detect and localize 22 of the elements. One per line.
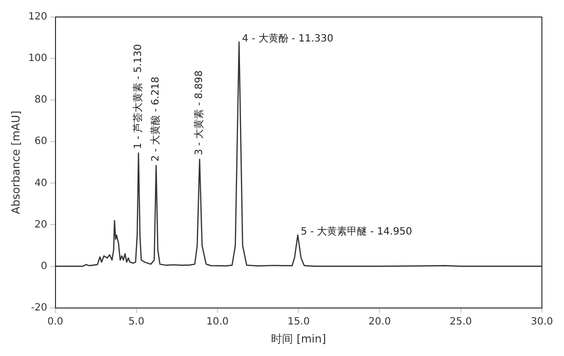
y-tick-label: 20: [34, 219, 48, 230]
y-tick-label: 120: [28, 12, 48, 23]
annotation: 1 - 芦荟大黄素 - 5.130: [132, 44, 144, 150]
y-axis-title: Absorbance [mAU]: [9, 110, 22, 214]
annotation: 5 - 大黄素甲醚 - 14.950: [300, 226, 412, 238]
x-tick-label: 5.0: [128, 316, 144, 328]
y-tick-label: 40: [34, 178, 48, 189]
x-tick-label: 25.0: [450, 316, 472, 328]
annotation: 4 - 大黄酚 - 11.330: [242, 32, 334, 45]
x-axis-title: 时间 [min]: [271, 332, 326, 346]
y-tick-label: 80: [34, 94, 48, 106]
y-tick-label: -20: [30, 302, 48, 314]
x-tick-label: 15.0: [287, 316, 310, 328]
y-tick-label: 0: [40, 260, 48, 272]
annotation: 2 - 大黄酸 - 6.218: [150, 76, 162, 162]
x-tick-label: 30.0: [530, 316, 553, 328]
y-tick-label: 60: [34, 136, 48, 148]
y-tick-label: 100: [28, 53, 48, 64]
x-tick-label: 0.0: [47, 316, 64, 328]
x-tick-label: 10.0: [206, 316, 229, 328]
x-tick-label: 20.0: [368, 316, 391, 328]
annotation: 3 - 大黄素 - 8.898: [193, 70, 206, 156]
